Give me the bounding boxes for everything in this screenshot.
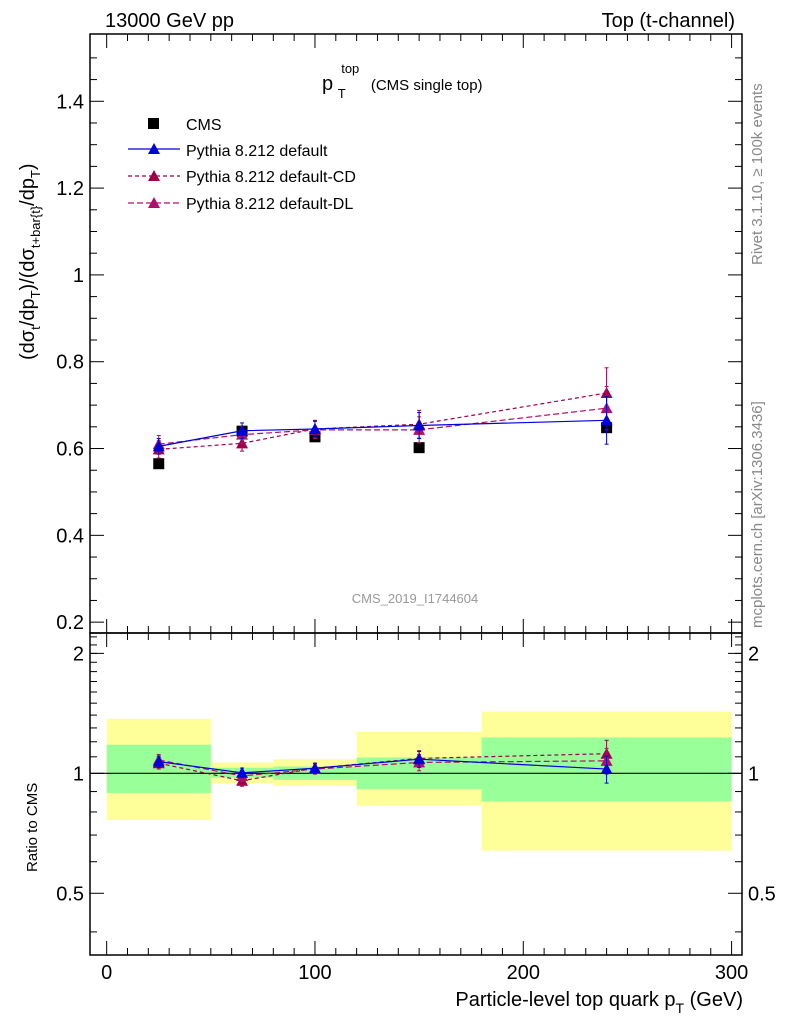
mcplots-label: mcplots.cern.ch [arXiv:1306.3436] <box>749 401 766 628</box>
main-ytick-label: 1.2 <box>56 178 84 200</box>
main-cms-point <box>153 458 165 470</box>
ratio-ytick-label-right: 2 <box>748 643 759 665</box>
analysis-watermark: CMS_2019_I1744604 <box>352 591 479 606</box>
main-ylabel: (dσt/dpT)/(dσt+bar{t}/dpT) <box>17 163 43 360</box>
ratio-xtick-label: 0 <box>101 962 112 984</box>
ratio-point <box>308 762 321 774</box>
ratio-ytick-label-right: 0.5 <box>748 883 776 905</box>
ratio-xtick-label: 100 <box>298 962 331 984</box>
ratio-xtick-label: 300 <box>715 962 748 984</box>
ratio-xtick-label: 200 <box>507 962 540 984</box>
header-right: Top (t-channel) <box>602 10 735 32</box>
main-point <box>152 440 165 452</box>
legend-default-marker <box>148 143 160 154</box>
legend-cd-label: Pythia 8.212 default-CD <box>186 169 356 186</box>
legend-dl-marker <box>148 197 160 208</box>
main-series-line <box>158 419 607 447</box>
ratio-frame <box>89 632 743 956</box>
main-point <box>308 422 321 434</box>
legend-dl-label: Pythia 8.212 default-DL <box>186 196 353 213</box>
ratio-panel: 0 100 200 300 0.5 0.5 1 1 2 2 <box>56 632 776 984</box>
ratio-series-line <box>158 753 607 782</box>
main-ytick-label: 0.4 <box>56 525 84 547</box>
ratio-ytick-label-right: 1 <box>748 763 759 785</box>
ratio-point <box>413 753 426 765</box>
main-ytick-label: 0.8 <box>56 352 84 374</box>
main-cms-point <box>413 442 425 454</box>
ratio-point <box>600 763 613 775</box>
rivet-label: Rivet 3.1.10, ≥ 100k events <box>749 83 766 265</box>
xlabel: Particle-level top quark pT (GeV) <box>455 989 743 1016</box>
main-ytick-label: 0.2 <box>56 612 84 634</box>
main-point <box>236 424 249 436</box>
main-ytick-label: 1.4 <box>56 91 84 113</box>
legend-cms-label: CMS <box>186 117 222 134</box>
ratio-ytick-label: 1 <box>73 763 84 785</box>
main-series-line <box>158 392 607 450</box>
legend-default-label: Pythia 8.212 default <box>186 143 328 160</box>
header-left: 13000 GeV pp <box>105 10 234 32</box>
main-ytick-label: 1 <box>73 265 84 287</box>
main-ytick-label: 0.6 <box>56 439 84 461</box>
ratio-point <box>152 755 165 767</box>
plot-title: p T top (CMS single top) <box>322 56 483 103</box>
legend: CMS Pythia 8.212 default Pythia 8.212 de… <box>128 117 356 213</box>
main-point <box>413 419 426 431</box>
legend-cms-marker <box>148 118 159 129</box>
main-panel: 0.2 0.4 0.6 0.8 1 1.2 1.4 <box>56 33 743 634</box>
main-point <box>600 414 613 426</box>
legend-cd-marker <box>148 170 160 181</box>
ratio-ytick-label: 2 <box>73 643 84 665</box>
ratio-ylabel: Ratio to CMS <box>24 783 41 872</box>
ratio-point <box>236 766 249 778</box>
ratio-ytick-label: 0.5 <box>56 883 84 905</box>
